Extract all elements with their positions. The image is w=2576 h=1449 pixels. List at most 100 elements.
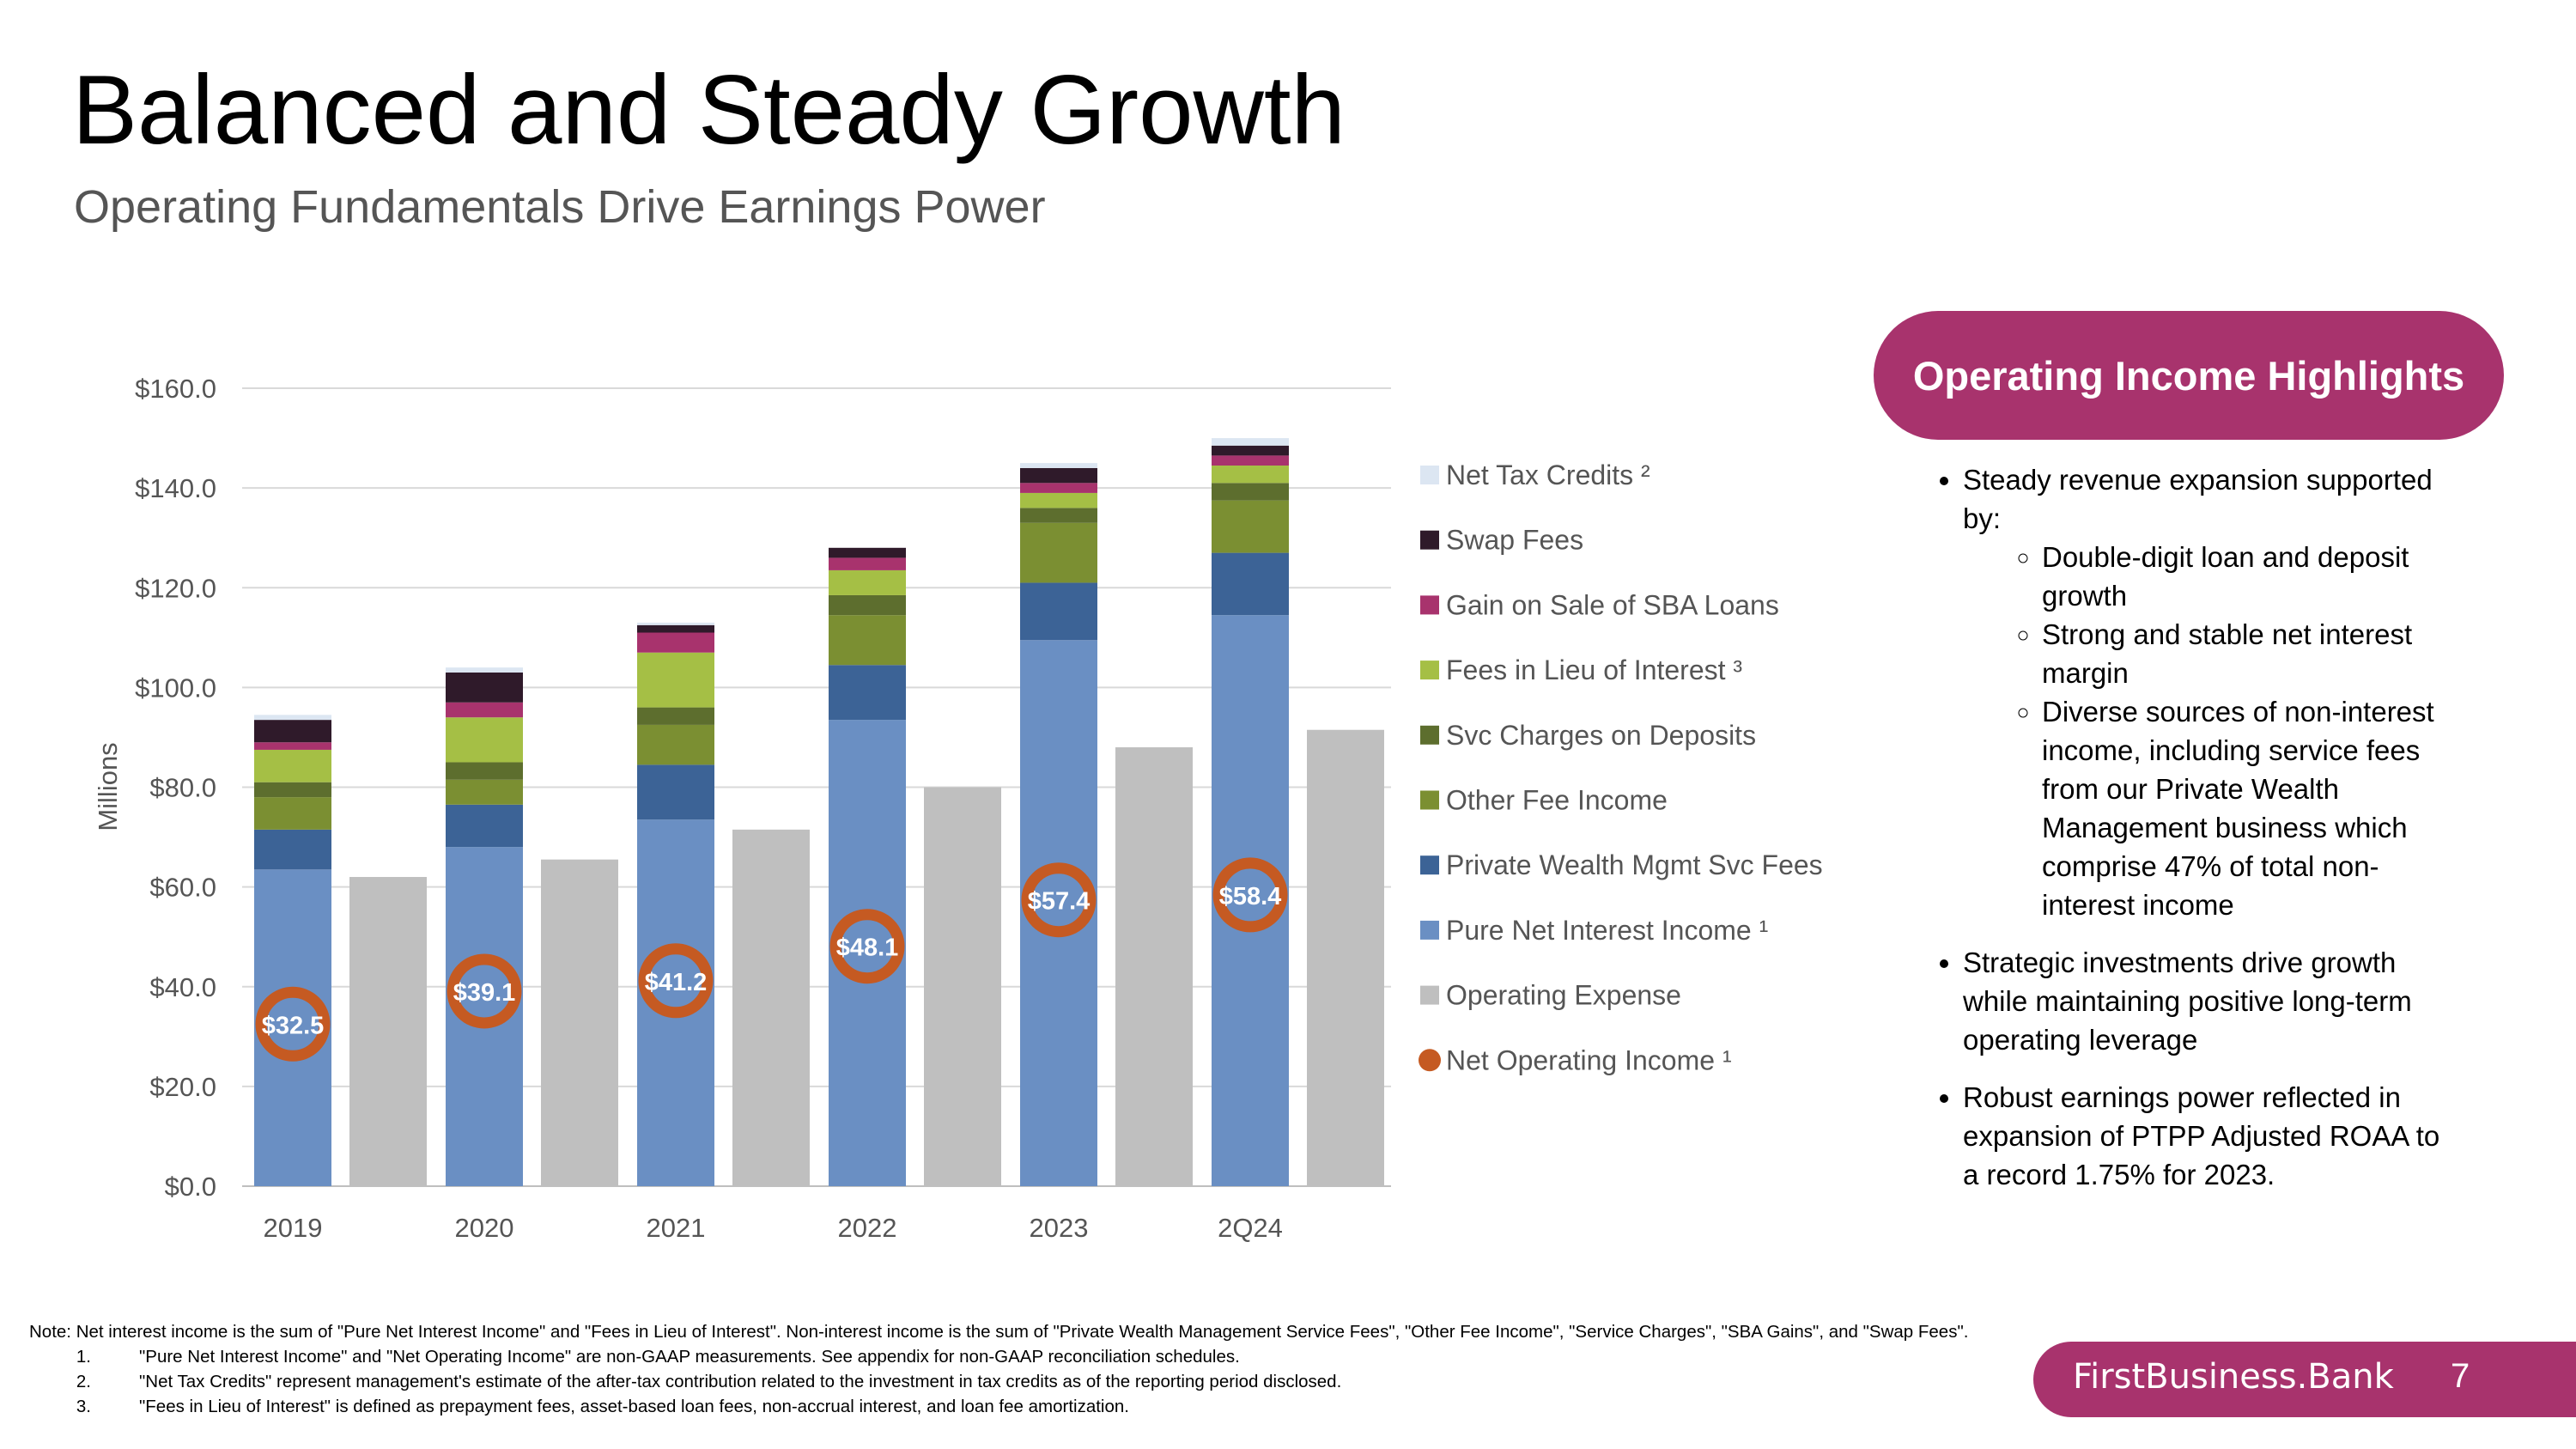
net-operating-income-marker [447, 953, 522, 1029]
legend-label: Net Operating Income ¹ [1446, 1044, 1732, 1075]
net-operating-income-marker [638, 943, 714, 1019]
operating-expense-bar [924, 787, 1001, 1186]
highlight-bullet: Strategic investments drive growth while… [1963, 943, 2456, 1059]
operating-expense-bar [541, 859, 618, 1186]
legend-label: Fees in Lieu of Interest ³ [1446, 654, 1742, 685]
legend-label: Operating Expense [1446, 980, 1681, 1011]
data-label: $58.4 [1219, 883, 1282, 910]
chart-markers: $32.5 $39.1 $41.2 $48.1 $57.4 $58.4 [255, 857, 1288, 1062]
footnote-text: "Net Tax Credits" represent management's… [139, 1372, 1342, 1391]
bar-segment [254, 797, 331, 830]
highlight-bullet: Robust earnings power reflected in expan… [1963, 1078, 2456, 1194]
highlights-heading: Operating Income Highlights [1874, 311, 2504, 440]
y-tick-label: $80.0 [149, 773, 216, 803]
y-tick-label: $60.0 [149, 873, 216, 903]
data-label: $48.1 [836, 935, 899, 962]
bar-segment [637, 707, 714, 725]
x-tick-label: 2023 [1030, 1213, 1089, 1243]
footnote-text: "Pure Net Interest Income" and "Net Oper… [139, 1347, 1240, 1367]
y-tick-label: $120.0 [135, 573, 216, 603]
highlight-bullet-text: Steady revenue expansion supported by: [1963, 464, 2433, 534]
footnote-number: 3. [76, 1397, 91, 1416]
bar-segment [829, 569, 906, 595]
net-operating-income-marker [829, 909, 905, 984]
bar-segment [446, 672, 523, 703]
bar-segment [637, 764, 714, 820]
bar-segment [254, 829, 331, 870]
x-tick-label: 2022 [838, 1213, 897, 1243]
bar-segment [637, 624, 714, 633]
y-tick-label: $0.0 [165, 1172, 216, 1202]
footnote-3: 3. "Fees in Lieu of Interest" is defined … [29, 1394, 2004, 1419]
bar-segment [254, 742, 331, 750]
y-tick-label: $140.0 [135, 473, 216, 503]
y-tick-label: $20.0 [149, 1072, 216, 1102]
bar-segment [254, 869, 331, 1186]
bar-segment [1020, 522, 1097, 583]
bar-segment [1212, 455, 1289, 466]
bar-segment [1020, 492, 1097, 508]
bar-segment [1020, 508, 1097, 523]
x-tick-label: 2019 [264, 1213, 323, 1243]
legend-swatch [1420, 530, 1439, 550]
bar-segment [829, 557, 906, 570]
bar-segment [637, 632, 714, 653]
highlight-sub-bullet: Strong and stable net interest margin [2042, 615, 2456, 692]
bar-segment [1212, 500, 1289, 553]
bar-segment [446, 762, 523, 780]
bar-segment [829, 547, 906, 558]
net-operating-income-marker [255, 986, 331, 1062]
legend-swatch [1420, 790, 1439, 810]
brand-logo-text: FirstBusiness.Bank [2073, 1357, 2394, 1397]
bar-segment [829, 615, 906, 666]
slide-title: Balanced and Steady Growth [72, 56, 1346, 165]
chart-bars [254, 438, 1384, 1186]
bar-segment [446, 667, 523, 673]
x-tick-label: 2021 [647, 1213, 706, 1243]
bar-segment [1212, 445, 1289, 456]
operating-expense-bar [1115, 747, 1193, 1186]
net-operating-income-marker [1021, 862, 1097, 938]
chart-legend: Net Tax Credits ² Swap Fees Gain on Sale o… [1419, 460, 1823, 1075]
highlight-sub-bullet: Diverse sources of non-interest income, … [2042, 692, 2456, 924]
bar-segment [637, 652, 714, 708]
data-label: $57.4 [1028, 888, 1091, 916]
legend-swatch [1419, 1049, 1441, 1072]
highlight-sublist: Double-digit loan and deposit growthStro… [1963, 538, 2456, 924]
bar-segment [637, 622, 714, 625]
net-operating-income-marker [1212, 857, 1288, 933]
legend-label: Swap Fees [1446, 525, 1583, 556]
legend-swatch [1420, 920, 1439, 940]
highlight-bullet: Steady revenue expansion supported by:Do… [1963, 460, 2456, 924]
y-tick-label: $40.0 [149, 972, 216, 1002]
bar-segment [1020, 582, 1097, 641]
bar-segment [1020, 483, 1097, 493]
footnote-main: Note: Net interest income is the sum of … [29, 1322, 1969, 1342]
data-label: $32.5 [262, 1012, 325, 1039]
y-tick-label: $160.0 [135, 374, 216, 404]
highlights-list: Steady revenue expansion supported by:Do… [1923, 460, 2456, 1194]
bar-segment [446, 717, 523, 763]
operating-expense-bar [349, 877, 427, 1186]
bar-segment [1212, 465, 1289, 484]
bar-segment [1020, 467, 1097, 484]
chart-axes: $0.0 $20.0 $40.0 $60.0 $80.0 $100.0 $120.0 $140… [93, 374, 1283, 1243]
y-tick-label: $100.0 [135, 673, 216, 703]
legend-swatch [1420, 985, 1439, 1005]
chart-gridlines [242, 387, 1391, 1187]
data-label: $41.2 [645, 969, 708, 996]
legend-label: Gain on Sale of SBA Loans [1446, 589, 1779, 620]
page-number: 7 [2451, 1357, 2470, 1395]
bar-segment [446, 779, 523, 805]
bar-segment [637, 724, 714, 765]
bar-segment [1020, 463, 1097, 468]
operating-expense-bar [1307, 729, 1384, 1186]
legend-label: Other Fee Income [1446, 785, 1668, 816]
bar-segment [829, 594, 906, 616]
highlight-sub-bullet: Double-digit loan and deposit growth [2042, 538, 2456, 615]
data-label: $39.1 [453, 979, 516, 1007]
operating-expense-bar [732, 829, 810, 1186]
highlight-bullet-text: Strategic investments drive growth while… [1963, 947, 2412, 1056]
legend-swatch [1420, 661, 1439, 680]
footnotes: Note: Net interest income is the sum of … [29, 1319, 2004, 1419]
